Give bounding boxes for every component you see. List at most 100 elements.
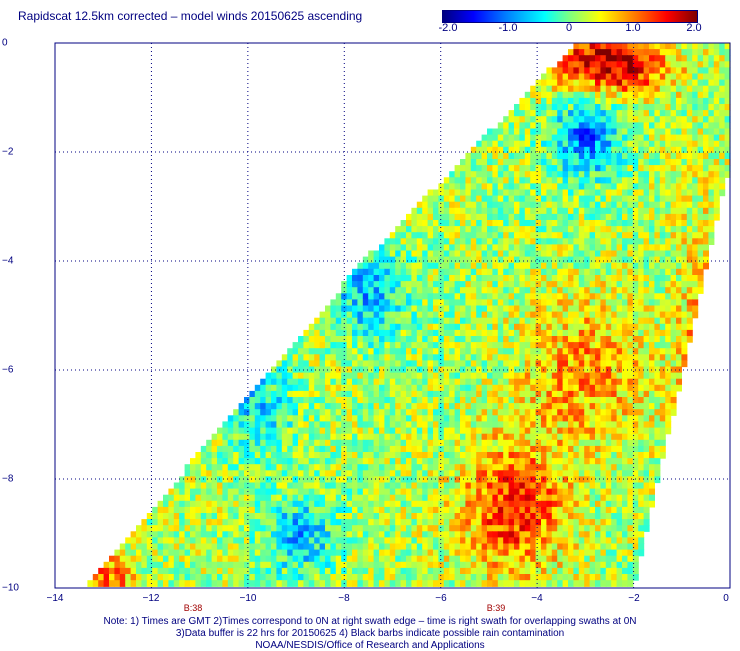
swath-cell <box>449 195 456 203</box>
swath-cell <box>379 372 385 380</box>
swath-cell <box>519 281 526 288</box>
swath-cell <box>584 220 591 227</box>
swath-cell <box>487 458 493 465</box>
swath-cell <box>627 427 634 435</box>
swath-cell <box>659 403 666 410</box>
swath-cell <box>330 329 337 337</box>
swath-cell <box>362 268 369 276</box>
swath-cell <box>622 171 628 178</box>
swath-cell <box>530 403 537 410</box>
swath-cell <box>400 348 407 355</box>
swath-cell <box>319 470 326 477</box>
swath-cell <box>352 445 358 453</box>
swath-cell <box>519 427 526 435</box>
swath-cell <box>335 433 342 441</box>
swath-cell <box>503 250 510 258</box>
swath-cell <box>632 354 639 361</box>
swath-cell <box>605 256 612 264</box>
swath-cell <box>530 445 537 453</box>
swath-cell <box>227 494 234 502</box>
swath-cell <box>222 439 229 447</box>
swath-cell <box>719 104 726 111</box>
swath-cell <box>233 458 240 465</box>
swath-cell <box>411 458 418 465</box>
swath-cell <box>557 134 564 142</box>
swath-cell <box>659 384 666 392</box>
swath-cell <box>600 293 607 300</box>
swath-cell <box>605 360 612 368</box>
swath-cell <box>433 201 439 209</box>
swath-cell <box>530 464 537 471</box>
swath-cell <box>692 201 699 209</box>
swath-cell <box>638 476 645 484</box>
swath-cell <box>627 378 634 386</box>
swath-cell <box>703 61 709 68</box>
swath-cell <box>638 329 645 337</box>
swath-cell <box>433 482 439 490</box>
swath-cell <box>497 220 504 227</box>
swath-cell <box>265 403 272 410</box>
swath-cell <box>465 384 472 392</box>
swath-cell <box>584 116 591 123</box>
swath-cell <box>589 61 596 68</box>
swath-cell <box>265 445 272 453</box>
swath-cell <box>724 152 731 160</box>
swath-cell <box>562 146 569 154</box>
swath-cell <box>460 159 466 166</box>
swath-cell <box>611 409 618 416</box>
swath-cell <box>406 384 412 392</box>
swath-cell <box>379 250 385 258</box>
color-scale-bar <box>442 10 698 23</box>
swath-cell <box>449 281 456 288</box>
swath-cell <box>659 348 666 355</box>
swath-cell <box>519 378 526 386</box>
swath-cell <box>497 165 504 172</box>
swath-cell <box>233 482 240 490</box>
swath-cell <box>535 433 542 441</box>
swath-cell <box>605 122 612 130</box>
swath-cell <box>681 317 688 325</box>
swath-cell <box>422 494 429 502</box>
swath-cell <box>622 85 628 93</box>
swath-cell <box>514 104 520 111</box>
swath-cell <box>519 207 526 215</box>
swath-cell <box>649 73 655 81</box>
swath-cell <box>632 67 639 75</box>
colorbar-tick-label: -1.0 <box>498 22 518 34</box>
swath-cell <box>438 397 445 404</box>
swath-cell <box>449 342 456 349</box>
swath-cell <box>411 445 418 453</box>
swath-cell <box>584 397 591 404</box>
swath-cell <box>584 238 591 245</box>
swath-cell <box>497 452 504 459</box>
swath-cell <box>335 458 342 465</box>
swath-cell <box>600 403 607 410</box>
swath-cell <box>627 360 634 368</box>
swath-cell <box>708 55 715 62</box>
swath-cell <box>686 91 693 99</box>
swath-cell <box>254 513 261 520</box>
swath-cell <box>481 305 488 313</box>
swath-cell <box>535 275 542 282</box>
swath-cell <box>406 470 412 477</box>
swath-cell <box>670 201 677 209</box>
swath-cell <box>492 500 499 508</box>
swath-cell <box>627 122 634 130</box>
swath-cell <box>481 354 488 361</box>
swath-cell <box>659 213 666 221</box>
swath-cell <box>314 390 321 398</box>
swath-cell <box>325 323 331 331</box>
swath-cell <box>595 159 601 166</box>
swath-cell <box>681 305 688 313</box>
swath-cell <box>346 427 353 435</box>
swath-cell <box>546 445 553 453</box>
swath-cell <box>616 378 623 386</box>
swath-cell <box>438 342 445 349</box>
swath-cell <box>568 171 574 178</box>
swath-cell <box>492 165 499 172</box>
swath-cell <box>562 348 569 355</box>
swath-cell <box>389 342 396 349</box>
swath-cell <box>373 348 380 355</box>
swath-cell <box>519 415 526 422</box>
swath-cell <box>449 183 456 191</box>
